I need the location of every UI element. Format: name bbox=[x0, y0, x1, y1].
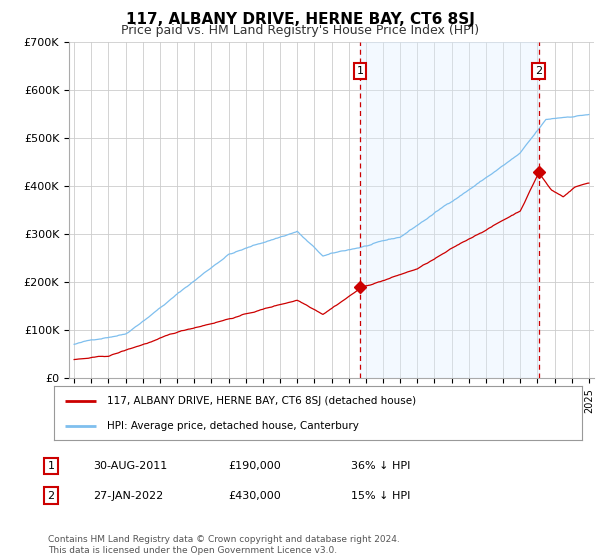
Text: £190,000: £190,000 bbox=[228, 461, 281, 471]
Text: 15% ↓ HPI: 15% ↓ HPI bbox=[351, 491, 410, 501]
Text: HPI: Average price, detached house, Canterbury: HPI: Average price, detached house, Cant… bbox=[107, 421, 359, 431]
Text: £430,000: £430,000 bbox=[228, 491, 281, 501]
Text: 2: 2 bbox=[47, 491, 55, 501]
Text: 1: 1 bbox=[47, 461, 55, 471]
Text: 117, ALBANY DRIVE, HERNE BAY, CT6 8SJ: 117, ALBANY DRIVE, HERNE BAY, CT6 8SJ bbox=[125, 12, 475, 27]
Text: This data is licensed under the Open Government Licence v3.0.: This data is licensed under the Open Gov… bbox=[48, 546, 337, 555]
Text: 2: 2 bbox=[535, 66, 542, 76]
Text: 36% ↓ HPI: 36% ↓ HPI bbox=[351, 461, 410, 471]
Text: Contains HM Land Registry data © Crown copyright and database right 2024.: Contains HM Land Registry data © Crown c… bbox=[48, 535, 400, 544]
Text: 117, ALBANY DRIVE, HERNE BAY, CT6 8SJ (detached house): 117, ALBANY DRIVE, HERNE BAY, CT6 8SJ (d… bbox=[107, 396, 416, 407]
Text: 27-JAN-2022: 27-JAN-2022 bbox=[93, 491, 163, 501]
Bar bbox=[360, 42, 539, 378]
Text: 30-AUG-2011: 30-AUG-2011 bbox=[93, 461, 167, 471]
Text: 1: 1 bbox=[356, 66, 364, 76]
Text: Price paid vs. HM Land Registry's House Price Index (HPI): Price paid vs. HM Land Registry's House … bbox=[121, 24, 479, 37]
